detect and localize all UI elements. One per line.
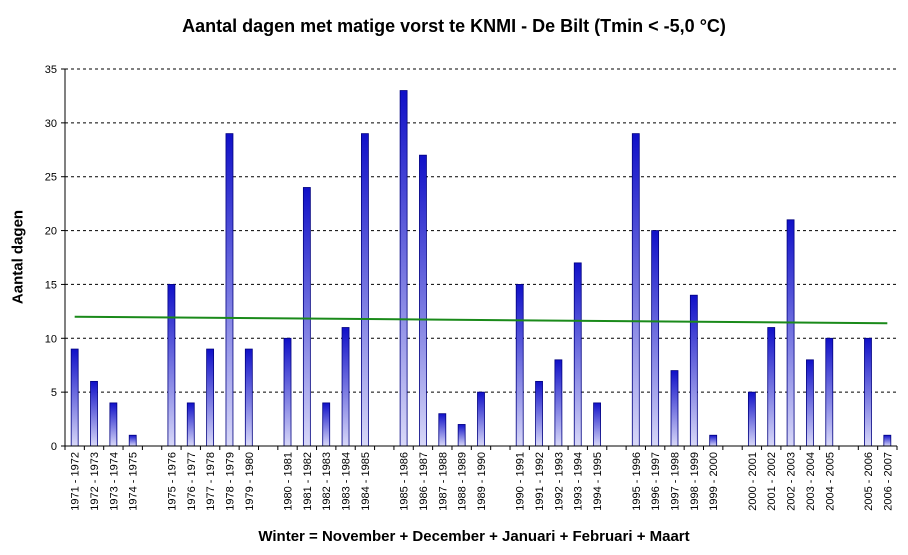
y-tick-label: 10 bbox=[45, 333, 57, 345]
x-tick-label: 1987 - 1988 bbox=[437, 452, 449, 511]
x-tick-label: 1986 - 1987 bbox=[418, 452, 430, 511]
bar bbox=[689, 294, 698, 447]
bar bbox=[457, 424, 466, 447]
x-tick-label: 1992 - 1993 bbox=[553, 452, 565, 511]
bar bbox=[535, 380, 543, 447]
axes bbox=[61, 68, 898, 450]
bar bbox=[90, 380, 98, 447]
y-tick-label: 20 bbox=[45, 226, 57, 238]
bar bbox=[825, 337, 834, 447]
bar bbox=[767, 327, 776, 447]
x-tick-label: 1996 - 1997 bbox=[650, 452, 662, 511]
x-tick-label: 2004 - 2005 bbox=[824, 452, 836, 511]
x-tick-labels: 1971 - 1972 1972 - 1973 1973 - 1974 1974 - … bbox=[70, 452, 895, 511]
x-tick-label: 1990 - 1991 bbox=[515, 452, 527, 511]
chart-title: Aantal dagen met matige vorst te KNMI - … bbox=[182, 16, 726, 36]
x-tick-label: 1980 - 1981 bbox=[283, 452, 295, 511]
bar bbox=[709, 434, 718, 447]
y-tick-label: 5 bbox=[51, 387, 57, 399]
y-tick-label: 0 bbox=[51, 441, 57, 453]
bar bbox=[593, 402, 601, 447]
x-tick-label: 1994 - 1995 bbox=[592, 452, 604, 511]
x-tick-label: 1977 - 1978 bbox=[205, 452, 217, 511]
bar bbox=[225, 133, 234, 447]
y-tick-label: 15 bbox=[45, 279, 57, 291]
bar bbox=[786, 219, 795, 447]
x-tick-label: 2000 - 2001 bbox=[747, 452, 759, 511]
bar bbox=[109, 402, 118, 447]
bar bbox=[70, 348, 79, 447]
bar bbox=[128, 434, 137, 447]
x-tick-label: 1995 - 1996 bbox=[631, 452, 643, 511]
bar bbox=[515, 284, 524, 447]
x-tick-label: 1999 - 2000 bbox=[708, 452, 720, 511]
x-tick-label: 1983 - 1984 bbox=[341, 452, 353, 511]
x-tick-label: 1998 - 1999 bbox=[689, 452, 701, 511]
x-axis-label: Winter = November + December + Januari +… bbox=[258, 528, 690, 545]
x-tick-label: 1989 - 1990 bbox=[476, 452, 488, 511]
bar bbox=[806, 359, 814, 447]
bars bbox=[70, 90, 892, 447]
x-tick-label: 2006 - 2007 bbox=[882, 452, 894, 511]
bar bbox=[167, 284, 176, 447]
bar bbox=[302, 187, 311, 447]
x-tick-label: 2005 - 2006 bbox=[863, 452, 875, 511]
x-tick-label: 1978 - 1979 bbox=[224, 452, 236, 511]
bar bbox=[573, 262, 582, 447]
trend-line bbox=[74, 315, 888, 325]
x-tick-label: 1985 - 1986 bbox=[399, 452, 411, 511]
bar bbox=[361, 133, 369, 447]
trend-line bbox=[74, 315, 888, 325]
bar bbox=[864, 337, 872, 447]
x-tick-label: 1975 - 1976 bbox=[166, 452, 178, 511]
bar bbox=[477, 391, 485, 447]
bar bbox=[186, 402, 195, 447]
bar bbox=[554, 359, 563, 447]
bar bbox=[631, 133, 640, 447]
bar bbox=[670, 370, 679, 447]
x-tick-label: 1976 - 1977 bbox=[186, 452, 198, 511]
x-tick-label: 1991 - 1992 bbox=[534, 452, 546, 511]
bar bbox=[206, 348, 215, 447]
x-tick-label: 2003 - 2004 bbox=[805, 452, 817, 511]
x-tick-label: 1973 - 1974 bbox=[108, 452, 120, 511]
bar bbox=[883, 434, 892, 447]
x-tick-label: 1993 - 1994 bbox=[573, 452, 585, 511]
bar bbox=[399, 90, 408, 447]
x-tick-label: 1984 - 1985 bbox=[360, 452, 372, 511]
bar bbox=[747, 391, 756, 447]
bar bbox=[438, 413, 447, 447]
x-tick-label: 1974 - 1975 bbox=[128, 452, 140, 511]
x-tick-label: 1997 - 1998 bbox=[669, 452, 681, 511]
bar bbox=[419, 154, 427, 447]
y-tick-label: 25 bbox=[45, 172, 57, 184]
x-tick-label: 2002 - 2003 bbox=[786, 452, 798, 511]
x-tick-label: 1971 - 1972 bbox=[70, 452, 82, 511]
x-tick-label: 2001 - 2002 bbox=[766, 452, 778, 511]
x-tick-label: 1979 - 1980 bbox=[244, 452, 256, 511]
bar bbox=[322, 402, 331, 447]
x-tick-label: 1972 - 1973 bbox=[89, 452, 101, 511]
y-tick-labels: 0 5 10 15 20 25 30 35 bbox=[45, 64, 57, 453]
x-tick-label: 1988 - 1989 bbox=[457, 452, 469, 511]
x-tick-label: 1981 - 1982 bbox=[302, 452, 314, 511]
bar bbox=[651, 230, 660, 447]
x-tick-label: 1982 - 1983 bbox=[321, 452, 333, 511]
y-tick-label: 30 bbox=[45, 118, 57, 130]
bar bbox=[341, 327, 350, 447]
bar bbox=[283, 337, 292, 447]
y-tick-label: 35 bbox=[45, 64, 57, 76]
bar bbox=[244, 348, 253, 447]
